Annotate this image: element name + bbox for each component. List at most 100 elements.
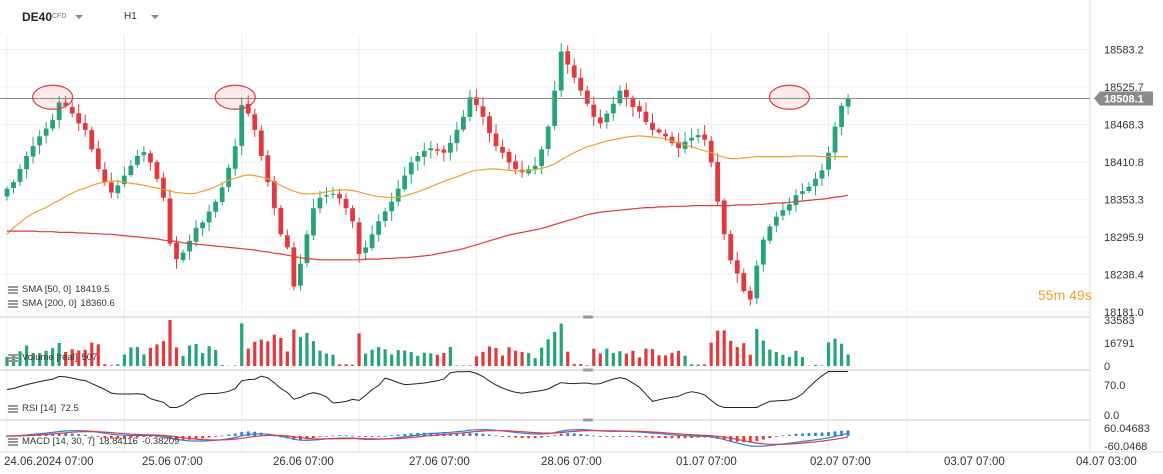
candle-body — [82, 123, 88, 130]
macd-histogram-bar — [272, 435, 276, 437]
candle-body — [141, 152, 147, 156]
price-tick-label: 18181.0 — [1104, 307, 1144, 319]
panel-resize-handle[interactable] — [583, 368, 593, 372]
volume-bar — [214, 349, 218, 366]
indicator-settings-icon[interactable] — [8, 353, 18, 362]
candle-body — [278, 207, 284, 235]
macd-histogram-bar — [357, 436, 361, 437]
macd-histogram-bar — [338, 435, 341, 436]
macd-histogram-bar — [390, 435, 394, 437]
macd-histogram-bar — [468, 432, 472, 436]
candle-body — [454, 129, 460, 144]
time-axis-label: 27.06 07:00 — [409, 456, 470, 468]
volume-bar — [350, 364, 355, 366]
indicator-settings-icon[interactable] — [8, 285, 18, 294]
price-tick-label: 18353.3 — [1104, 195, 1144, 207]
volume-bar — [331, 354, 335, 366]
volume-legend[interactable]: Volume [real] 507 — [8, 352, 97, 363]
candle-body — [617, 90, 623, 104]
interval-chevron-down-icon[interactable] — [151, 15, 159, 19]
candle-body — [63, 102, 69, 106]
candle-body — [721, 200, 727, 235]
macd-histogram-bar — [103, 436, 107, 438]
volume-bar — [579, 364, 583, 366]
macd-histogram-bar — [748, 436, 752, 443]
volume-bar — [181, 355, 185, 366]
panel-resize-handle[interactable] — [583, 418, 593, 422]
volume-bar — [663, 355, 668, 366]
candle-body — [793, 195, 799, 206]
candle-body — [43, 128, 49, 136]
volume-bar — [787, 357, 791, 366]
volume-bar — [409, 352, 413, 366]
candle-body — [330, 193, 336, 195]
indicator-settings-icon[interactable] — [8, 437, 18, 446]
volume-bar — [364, 353, 368, 366]
sma200-legend[interactable]: SMA [200, 0] 18360.6 — [8, 298, 115, 309]
macd-histogram-bar — [129, 436, 133, 439]
panel-resize-handle[interactable] — [583, 315, 593, 319]
symbol-selector[interactable]: DE40 — [22, 10, 53, 24]
volume-bar — [298, 337, 302, 366]
candle-body — [650, 122, 655, 130]
volume-legend-label: Volume [real] — [22, 352, 78, 363]
macd-histogram-bar — [761, 436, 765, 440]
candle-body — [135, 155, 140, 165]
candle-body — [447, 142, 453, 153]
macd-histogram-bar — [840, 430, 843, 436]
macd-histogram-bar — [175, 436, 178, 440]
candle-body — [311, 208, 316, 236]
macd-histogram-bar — [553, 435, 557, 437]
panel-dividers — [0, 0, 1163, 453]
symbol-chevron-down-icon[interactable] — [75, 15, 83, 19]
volume-bar — [429, 353, 433, 366]
candle-body — [513, 161, 518, 170]
macd-histogram-bar — [70, 433, 74, 436]
volume-bar — [292, 329, 296, 366]
volume-bar — [670, 352, 674, 366]
candle-body — [193, 227, 199, 242]
volume-axis: 33583 16791 0 — [1104, 315, 1135, 373]
macd-histogram-bar — [207, 436, 211, 438]
volume-bar — [742, 343, 746, 366]
candle-body — [167, 198, 173, 244]
volume-bar — [383, 349, 387, 366]
sma50-legend[interactable]: SMA [50, 0] 18419.5 — [8, 284, 109, 295]
candle-body — [174, 242, 179, 260]
rsi-legend[interactable]: RSI [14] 72.5 — [8, 403, 79, 414]
volume-bar — [77, 350, 81, 366]
candle-body — [604, 113, 610, 123]
candle-body — [304, 234, 310, 264]
rsi-line — [6, 370, 849, 408]
highlight-circle — [214, 84, 256, 110]
candle-body — [558, 51, 564, 91]
macd-histogram-bar — [475, 433, 478, 436]
countdown-minutes: 55 — [1038, 287, 1054, 303]
sma50-legend-value: 18419.5 — [75, 284, 110, 295]
macd-histogram-bar — [494, 435, 498, 437]
candle-body — [500, 146, 505, 153]
volume-bar — [644, 348, 648, 366]
time-axis-label: 02.07 07:00 — [810, 456, 871, 468]
volume-bar — [103, 364, 107, 366]
volume-bar — [416, 355, 420, 366]
macd-histogram-bar — [820, 432, 824, 436]
candle-body — [734, 260, 740, 274]
macd-legend[interactable]: MACD [14, 30, 7] 18.84116 -0.38209 — [8, 436, 179, 447]
macd-histogram-bar — [109, 436, 113, 439]
candle-body — [24, 155, 29, 170]
volume-bar — [709, 342, 713, 366]
rsi-axis: 70.0 0.0 — [1104, 380, 1125, 422]
volume-tick-label: 33583 — [1104, 315, 1135, 327]
indicator-settings-icon[interactable] — [8, 299, 18, 308]
volume-bar — [546, 339, 550, 366]
candle-body — [395, 188, 401, 202]
indicator-settings-icon[interactable] — [8, 404, 18, 413]
macd-histogram-bar — [501, 436, 504, 437]
macd-histogram-bar — [57, 433, 61, 436]
volume-bar — [500, 355, 505, 366]
interval-selector[interactable]: H1 — [124, 11, 137, 22]
volume-bar — [650, 349, 655, 366]
macd-histogram-bar — [638, 436, 641, 437]
